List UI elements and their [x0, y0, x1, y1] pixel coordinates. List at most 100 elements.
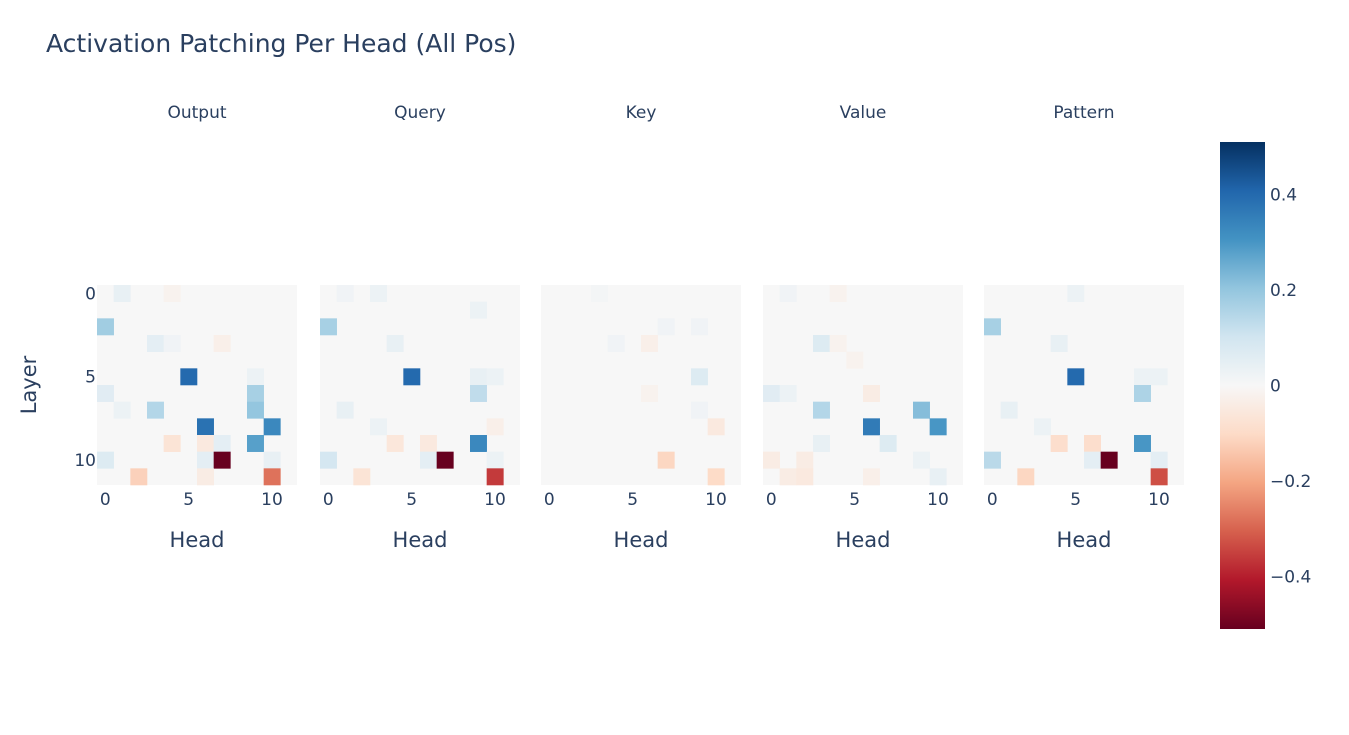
heatmap-cell [320, 318, 337, 336]
heatmap-cell [1100, 451, 1118, 469]
heatmap-cell [779, 385, 797, 402]
colorbar-tick-label: 0.4 [1270, 186, 1297, 206]
colorbar: 0.4 0.2 0 −0.2 −0.4 [1220, 142, 1311, 629]
heatmap-cell [486, 468, 504, 486]
heatmap-cell [846, 351, 864, 369]
heatmap-cell [370, 418, 387, 436]
heatmap-cell [707, 468, 725, 486]
heatmap-cell [470, 435, 487, 452]
heatmap-cell [691, 318, 708, 336]
x-tick-label: 5 [183, 490, 194, 510]
heatmap-cell [929, 418, 947, 436]
heatmap-cell [486, 368, 504, 386]
heatmap-cell [813, 435, 830, 452]
colorbar-tick-label: 0.2 [1270, 281, 1297, 301]
panel-key: Key 0 5 10 Head [541, 103, 741, 552]
x-tick-label: 10 [927, 490, 949, 510]
heatmap-cell [97, 318, 114, 336]
subplot-title: Key [626, 103, 657, 123]
heatmap-cell [1134, 435, 1151, 452]
x-tick-label: 0 [100, 490, 111, 510]
heatmap-cell [470, 301, 487, 319]
heatmap-cell [130, 468, 148, 486]
heatmap-cell [147, 401, 164, 419]
y-axis-title: Layer [17, 355, 41, 414]
heatmap-cell [796, 468, 814, 486]
heatmap-cell [691, 401, 708, 419]
heatmap-cell [984, 318, 1001, 336]
heatmap-cell [657, 318, 675, 336]
heatmap-cell [163, 335, 181, 352]
x-axis-title: Head [614, 528, 669, 552]
x-tick-label: 5 [849, 490, 860, 510]
heatmap-cell [213, 451, 231, 469]
heatmap-cell [336, 401, 354, 419]
x-tick-label: 5 [406, 490, 417, 510]
heatmap-cell [247, 401, 264, 419]
heatmap-cell [197, 418, 214, 436]
heatmap-cell [913, 451, 930, 469]
heatmap-cell [1000, 401, 1018, 419]
heatmap-cell [591, 285, 608, 302]
heatmap-cell [113, 401, 131, 419]
x-axis-title: Head [170, 528, 225, 552]
x-tick-label: 10 [705, 490, 727, 510]
heatmap-cell [1084, 451, 1101, 469]
heatmap-cell [657, 451, 675, 469]
heatmap-cell [470, 368, 487, 386]
panel-query: Query 0 5 10 Head [320, 103, 520, 552]
heatmap-cell [336, 285, 354, 302]
heatmap-cell [1150, 368, 1168, 386]
heatmap-cell [263, 451, 281, 469]
heatmap-cell [147, 335, 164, 352]
x-axis-title: Head [836, 528, 891, 552]
heatmap-cell [1134, 385, 1151, 402]
heatmap-cell [420, 451, 437, 469]
heatmap-cell [386, 335, 404, 352]
heatmap-cell [1017, 468, 1035, 486]
subplot-title: Pattern [1053, 103, 1114, 123]
panel-pattern: Pattern 0 5 10 Head [984, 103, 1184, 552]
x-tick-label: 10 [1148, 490, 1170, 510]
x-tick-label: 10 [484, 490, 506, 510]
heatmap-cell [197, 468, 214, 486]
heatmap-cell [1050, 335, 1068, 352]
heatmap-cell [763, 451, 780, 469]
x-tick-label: 5 [627, 490, 638, 510]
heatmap-cell [353, 468, 371, 486]
heatmap-cell [691, 368, 708, 386]
heatmap-cell [163, 285, 181, 302]
heatmap-cell [1150, 451, 1168, 469]
subplot-title: Output [167, 103, 226, 123]
heatmap-cell [486, 451, 504, 469]
heatmap-cell [420, 435, 437, 452]
subplot-title: Value [840, 103, 887, 123]
heatmap-cell [113, 285, 131, 302]
heatmap-cell [1134, 368, 1151, 386]
colorbar-tick-label: −0.2 [1270, 472, 1311, 492]
heatmap-cell [796, 451, 814, 469]
x-axis-title: Head [1057, 528, 1112, 552]
heatmap-cell [1034, 418, 1051, 436]
heatmap-cell [247, 368, 264, 386]
heatmap-cell [163, 435, 181, 452]
heatmap-cell [247, 435, 264, 452]
heatmap-cell [486, 418, 504, 436]
heatmap-cell [247, 385, 264, 402]
y-tick-label: 0 [85, 284, 96, 304]
panel-value: Value 0 5 10 Head [763, 103, 963, 552]
heatmap-cell [984, 451, 1001, 469]
heatmap-cell [863, 385, 880, 402]
heatmap-cell [213, 335, 231, 352]
heatmap-cell [929, 468, 947, 486]
x-axis-title: Head [393, 528, 448, 552]
heatmap-cell [813, 401, 830, 419]
heatmap-cell [863, 418, 880, 436]
heatmap-cell [863, 468, 880, 486]
x-tick-label: 0 [544, 490, 555, 510]
heatmap-cell [779, 285, 797, 302]
heatmap-cell [641, 385, 658, 402]
heatmap-cell [707, 418, 725, 436]
